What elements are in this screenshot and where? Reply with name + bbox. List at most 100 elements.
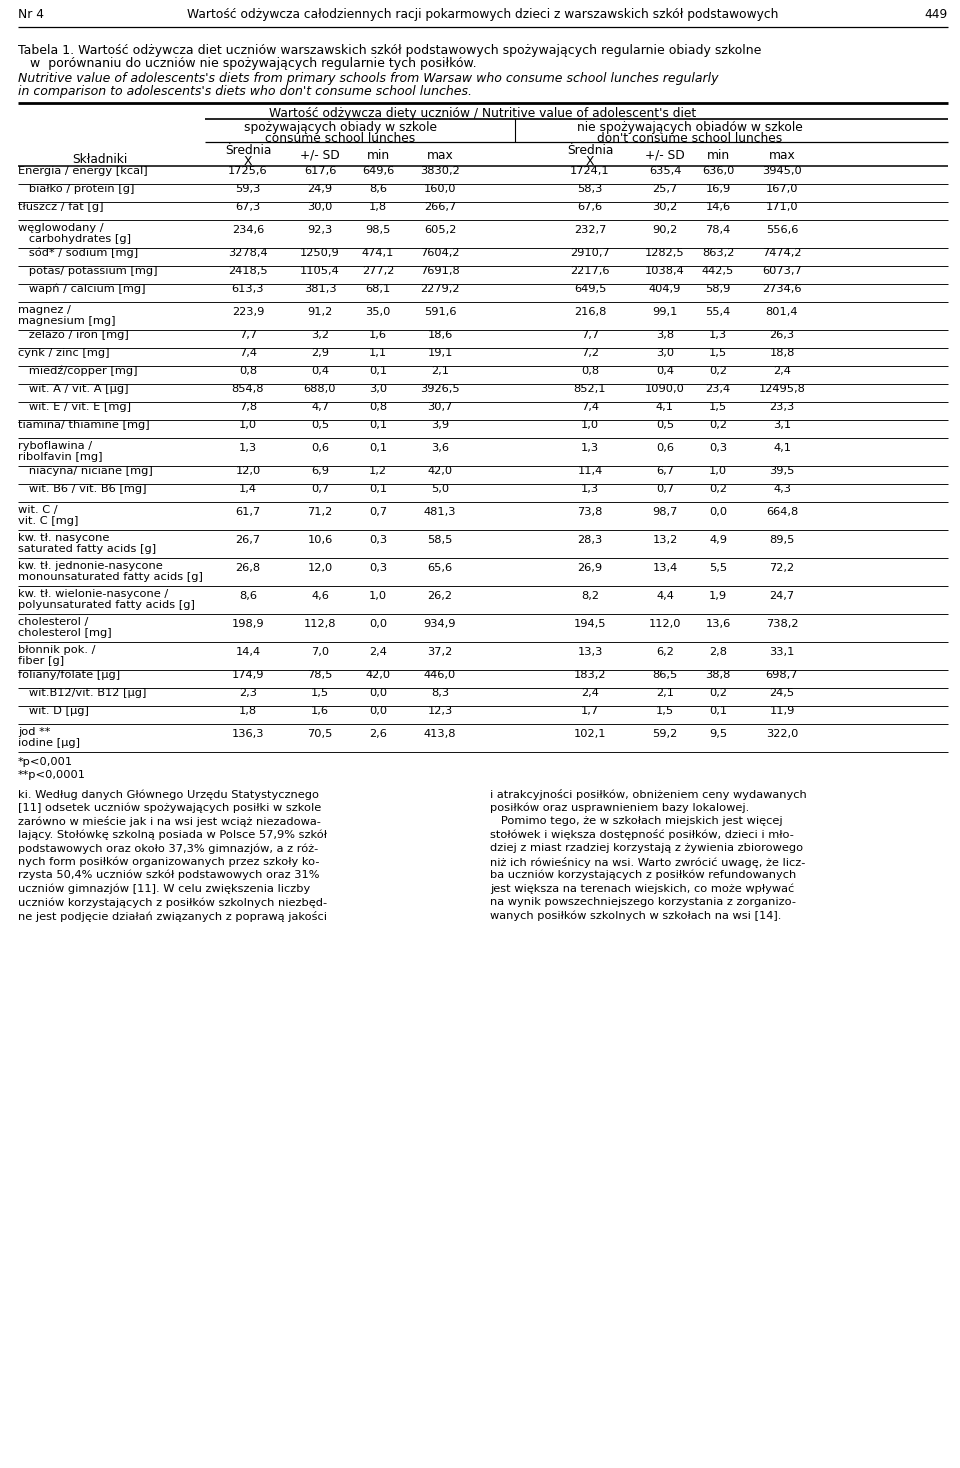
Text: 112,8: 112,8 (303, 619, 336, 628)
Text: 1,5: 1,5 (708, 348, 727, 358)
Text: ba uczniów korzystających z posiłków refundowanych: ba uczniów korzystających z posiłków ref… (490, 871, 796, 881)
Text: 0,0: 0,0 (369, 619, 387, 628)
Text: kw. tł. wielonie-nasycone /: kw. tł. wielonie-nasycone / (18, 589, 168, 599)
Text: 0,0: 0,0 (369, 688, 387, 697)
Text: białko / protein [g]: białko / protein [g] (18, 184, 134, 194)
Text: zarówno w mieście jak i na wsi jest wciąż niezadowa-: zarówno w mieście jak i na wsi jest wcią… (18, 816, 321, 826)
Text: 10,6: 10,6 (307, 534, 332, 545)
Text: 635,4: 635,4 (649, 166, 682, 176)
Text: 98,5: 98,5 (366, 225, 391, 235)
Text: dziej z miast rzadziej korzystają z żywienia zbiorowego: dziej z miast rzadziej korzystają z żywi… (490, 843, 804, 853)
Text: 102,1: 102,1 (574, 730, 607, 738)
Text: 649,6: 649,6 (362, 166, 395, 176)
Text: 216,8: 216,8 (574, 307, 606, 317)
Text: 24,9: 24,9 (307, 184, 332, 194)
Text: 23,3: 23,3 (769, 402, 795, 413)
Text: miedź/copper [mg]: miedź/copper [mg] (18, 366, 137, 376)
Text: 30,0: 30,0 (307, 203, 333, 211)
Text: 14,4: 14,4 (235, 647, 260, 658)
Text: foliany/folate [µg]: foliany/folate [µg] (18, 669, 120, 680)
Text: 7,7: 7,7 (239, 330, 257, 341)
Text: ne jest podjęcie działań związanych z poprawą jakości: ne jest podjęcie działań związanych z po… (18, 910, 327, 922)
Text: 61,7: 61,7 (235, 506, 260, 517)
Text: min: min (707, 148, 730, 161)
Text: 322,0: 322,0 (766, 730, 798, 738)
Text: 112,0: 112,0 (649, 619, 682, 628)
Text: +/- SD: +/- SD (645, 148, 684, 161)
Text: niacyna/ niciane [mg]: niacyna/ niciane [mg] (18, 465, 153, 476)
Text: Średnia: Średnia (225, 144, 271, 157)
Text: 33,1: 33,1 (769, 647, 795, 658)
Text: 68,1: 68,1 (366, 283, 391, 294)
Text: 2279,2: 2279,2 (420, 283, 460, 294)
Text: Średnia: Średnia (566, 144, 613, 157)
Text: *p<0,001: *p<0,001 (18, 757, 73, 766)
Text: 1,5: 1,5 (656, 706, 674, 716)
Text: 0,6: 0,6 (656, 443, 674, 454)
Text: 5,5: 5,5 (708, 564, 727, 573)
Text: +/- SD: +/- SD (300, 148, 340, 161)
Text: 70,5: 70,5 (307, 730, 333, 738)
Text: X: X (586, 156, 594, 167)
Text: cholesterol [mg]: cholesterol [mg] (18, 628, 111, 639)
Text: 1,3: 1,3 (581, 484, 599, 495)
Text: iodine [µg]: iodine [µg] (18, 738, 80, 749)
Text: 698,7: 698,7 (766, 669, 799, 680)
Text: wit. E / vit. E [mg]: wit. E / vit. E [mg] (18, 402, 131, 413)
Text: 26,2: 26,2 (427, 592, 452, 600)
Text: 86,5: 86,5 (653, 669, 678, 680)
Text: wit.B12/vit. B12 [µg]: wit.B12/vit. B12 [µg] (18, 688, 146, 697)
Text: 474,1: 474,1 (362, 248, 395, 258)
Text: 198,9: 198,9 (231, 619, 264, 628)
Text: 78,5: 78,5 (307, 669, 333, 680)
Text: **p<0,0001: **p<0,0001 (18, 771, 86, 780)
Text: Nr 4: Nr 4 (18, 7, 44, 21)
Text: 26,3: 26,3 (769, 330, 795, 341)
Text: 26,9: 26,9 (577, 564, 603, 573)
Text: 1,5: 1,5 (708, 402, 727, 413)
Text: 688,0: 688,0 (303, 385, 336, 393)
Text: 98,7: 98,7 (652, 506, 678, 517)
Text: 2,4: 2,4 (581, 688, 599, 697)
Text: 171,0: 171,0 (766, 203, 799, 211)
Text: Wartość odżywcza całodziennych racji pokarmowych dzieci z warszawskich szkół pod: Wartość odżywcza całodziennych racji pok… (187, 7, 779, 21)
Text: 404,9: 404,9 (649, 283, 682, 294)
Text: 2,1: 2,1 (431, 366, 449, 376)
Text: 58,9: 58,9 (706, 283, 731, 294)
Text: 37,2: 37,2 (427, 647, 452, 658)
Text: 0,0: 0,0 (708, 506, 727, 517)
Text: 11,9: 11,9 (769, 706, 795, 716)
Text: 664,8: 664,8 (766, 506, 798, 517)
Text: 0,3: 0,3 (369, 564, 387, 573)
Text: wit. D [µg]: wit. D [µg] (18, 706, 89, 716)
Text: 2,3: 2,3 (239, 688, 257, 697)
Text: żelazo / iron [mg]: żelazo / iron [mg] (18, 330, 129, 341)
Text: 92,3: 92,3 (307, 225, 332, 235)
Text: i atrakcyjności posiłków, obniżeniem ceny wydawanych: i atrakcyjności posiłków, obniżeniem cen… (490, 788, 806, 800)
Text: 26,8: 26,8 (235, 564, 260, 573)
Text: 78,4: 78,4 (706, 225, 731, 235)
Text: 4,3: 4,3 (773, 484, 791, 495)
Text: 0,8: 0,8 (239, 366, 257, 376)
Text: consume school lunches: consume school lunches (265, 132, 415, 145)
Text: uczniów korzystających z posiłków szkolnych niezbęd-: uczniów korzystających z posiłków szkoln… (18, 897, 327, 907)
Text: 0,5: 0,5 (311, 420, 329, 430)
Text: 8,3: 8,3 (431, 688, 449, 697)
Text: 4,6: 4,6 (311, 592, 329, 600)
Text: 934,9: 934,9 (423, 619, 456, 628)
Text: 7604,2: 7604,2 (420, 248, 460, 258)
Text: ki. Według danych Głównego Urzędu Statystycznego: ki. Według danych Głównego Urzędu Statys… (18, 788, 319, 800)
Text: lający. Stołówkę szkolną posiada w Polsce 57,9% szkół: lający. Stołówkę szkolną posiada w Polsc… (18, 829, 327, 840)
Text: 223,9: 223,9 (231, 307, 264, 317)
Text: 3926,5: 3926,5 (420, 385, 460, 393)
Text: 136,3: 136,3 (231, 730, 264, 738)
Text: 591,6: 591,6 (423, 307, 456, 317)
Text: 0,1: 0,1 (369, 366, 387, 376)
Text: 1,8: 1,8 (239, 706, 257, 716)
Text: 854,8: 854,8 (231, 385, 264, 393)
Text: 14,6: 14,6 (706, 203, 731, 211)
Text: 72,2: 72,2 (769, 564, 795, 573)
Text: 2,8: 2,8 (709, 647, 727, 658)
Text: [11] odsetek uczniów spożywających posiłki w szkole: [11] odsetek uczniów spożywających posił… (18, 803, 322, 813)
Text: 7691,8: 7691,8 (420, 266, 460, 276)
